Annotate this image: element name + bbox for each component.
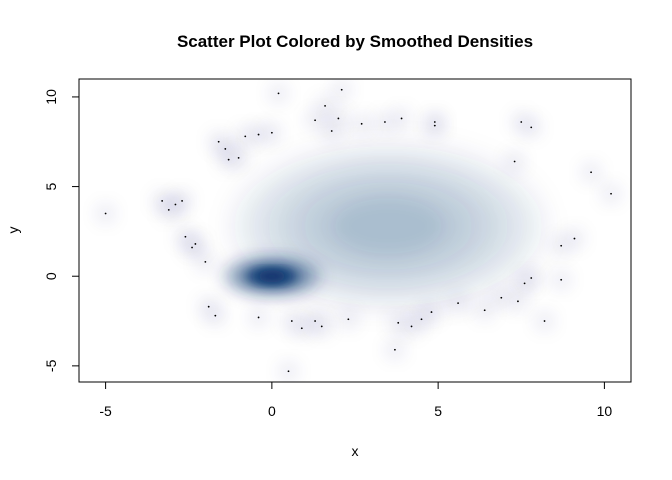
x-tick-label: 10 [597,403,613,419]
data-point [227,158,230,161]
data-point [300,327,303,330]
data-point [167,208,170,211]
data-point [277,92,280,95]
data-point [433,124,436,127]
data-point [410,325,413,328]
data-point [610,192,612,195]
data-point [237,156,240,159]
data-point [214,314,217,317]
data-point [320,325,323,328]
data-point [457,302,459,305]
data-point [340,88,343,91]
x-tick-label: -5 [99,403,112,419]
data-point [290,320,293,322]
data-point [384,121,386,123]
data-point [244,135,247,138]
y-tick-label: 5 [43,182,59,190]
data-point [523,282,526,285]
data-point [174,203,177,206]
data-point [560,278,563,281]
y-tick-label: 0 [43,272,59,280]
y-tick-label: -5 [43,359,59,372]
y-tick-label: 10 [43,89,59,105]
data-point [500,296,503,299]
data-point [270,131,273,134]
data-point [207,305,210,308]
data-point [530,126,533,129]
data-point [530,277,533,279]
data-point [394,348,396,351]
data-point [397,321,400,324]
density-layer [94,79,623,382]
data-point [191,246,193,249]
data-point [161,200,164,202]
data-point [224,148,227,150]
data-point [517,300,519,303]
data-point [257,316,260,319]
data-point [204,260,207,263]
data-point [433,121,436,123]
density-cloud-diffuse [334,198,443,254]
data-point [257,133,260,136]
data-point [420,318,423,321]
y-axis-label: y [5,227,21,234]
data-point [104,212,107,215]
data-point [573,237,576,240]
data-point [330,130,333,132]
data-point [513,160,516,163]
data-point [217,140,220,143]
data-point [430,311,433,313]
y-axis: -5 0 5 10 [43,89,80,372]
x-axis: -5 0 5 10 [99,381,613,419]
data-point [590,171,592,174]
data-point [184,235,187,238]
data-point [337,117,340,120]
data-point [194,243,197,245]
data-point [360,122,363,125]
points-layer [104,88,612,373]
data-point [543,320,546,322]
data-point [181,200,183,202]
density-cloud-core [256,270,288,283]
x-tick-label: 0 [268,403,276,419]
x-tick-label: 5 [434,403,442,419]
chart-title: Scatter Plot Colored by Smoothed Densiti… [177,32,533,51]
data-point [324,104,326,107]
data-point [560,244,563,247]
data-point [483,309,486,312]
data-point [314,320,316,322]
data-point [400,117,403,120]
data-point [347,318,350,321]
data-point [287,370,290,373]
data-point [520,121,523,123]
data-point [314,119,316,122]
x-axis-label: x [352,443,359,459]
